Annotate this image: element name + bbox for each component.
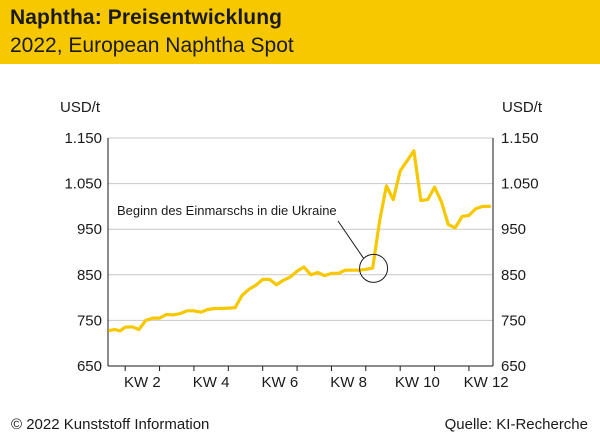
series-line-naphtha (108, 149, 492, 333)
chart-title: Naphtha: Preisentwicklung (10, 6, 283, 29)
copyright-text: © 2022 Kunststoff Information (11, 416, 210, 433)
x-tick-label: KW 6 (262, 374, 299, 391)
x-tick-label: KW 4 (193, 374, 230, 391)
x-tick-label: KW 10 (395, 374, 440, 391)
chart-subtitle: 2022, European Naphtha Spot (10, 34, 294, 57)
y-tick-label-right: 1.050 (501, 176, 539, 193)
y-tick-label-left: 1.150 (64, 130, 102, 147)
y-tick-label-right: 850 (501, 267, 526, 284)
annotation-text: Beginn des Einmarschs in die Ukraine (117, 203, 337, 218)
y-tick-label-right: 650 (501, 358, 526, 375)
y-tick-label-right: 1.150 (501, 130, 539, 147)
y-axis-label-left: USD/t (60, 99, 101, 116)
y-axis-label-right: USD/t (502, 99, 543, 116)
annotation-leader (337, 220, 364, 259)
y-tick-label-right: 750 (501, 312, 526, 329)
y-tick-label-left: 650 (77, 358, 102, 375)
header-bar: Naphtha: Preisentwicklung 2022, European… (0, 0, 600, 64)
annotation-circle (359, 253, 389, 283)
source-text: Quelle: KI-Recherche (444, 416, 588, 433)
y-tick-label-left: 750 (77, 312, 102, 329)
x-tick-label: KW 2 (124, 374, 161, 391)
y-tick-label-left: 950 (77, 221, 102, 238)
y-tick-label-left: 1.050 (64, 176, 102, 193)
y-tick-label-left: 850 (77, 267, 102, 284)
x-tick-label: KW 8 (330, 374, 367, 391)
y-tick-label-right: 950 (501, 221, 526, 238)
x-tick-label: KW 12 (464, 374, 509, 391)
